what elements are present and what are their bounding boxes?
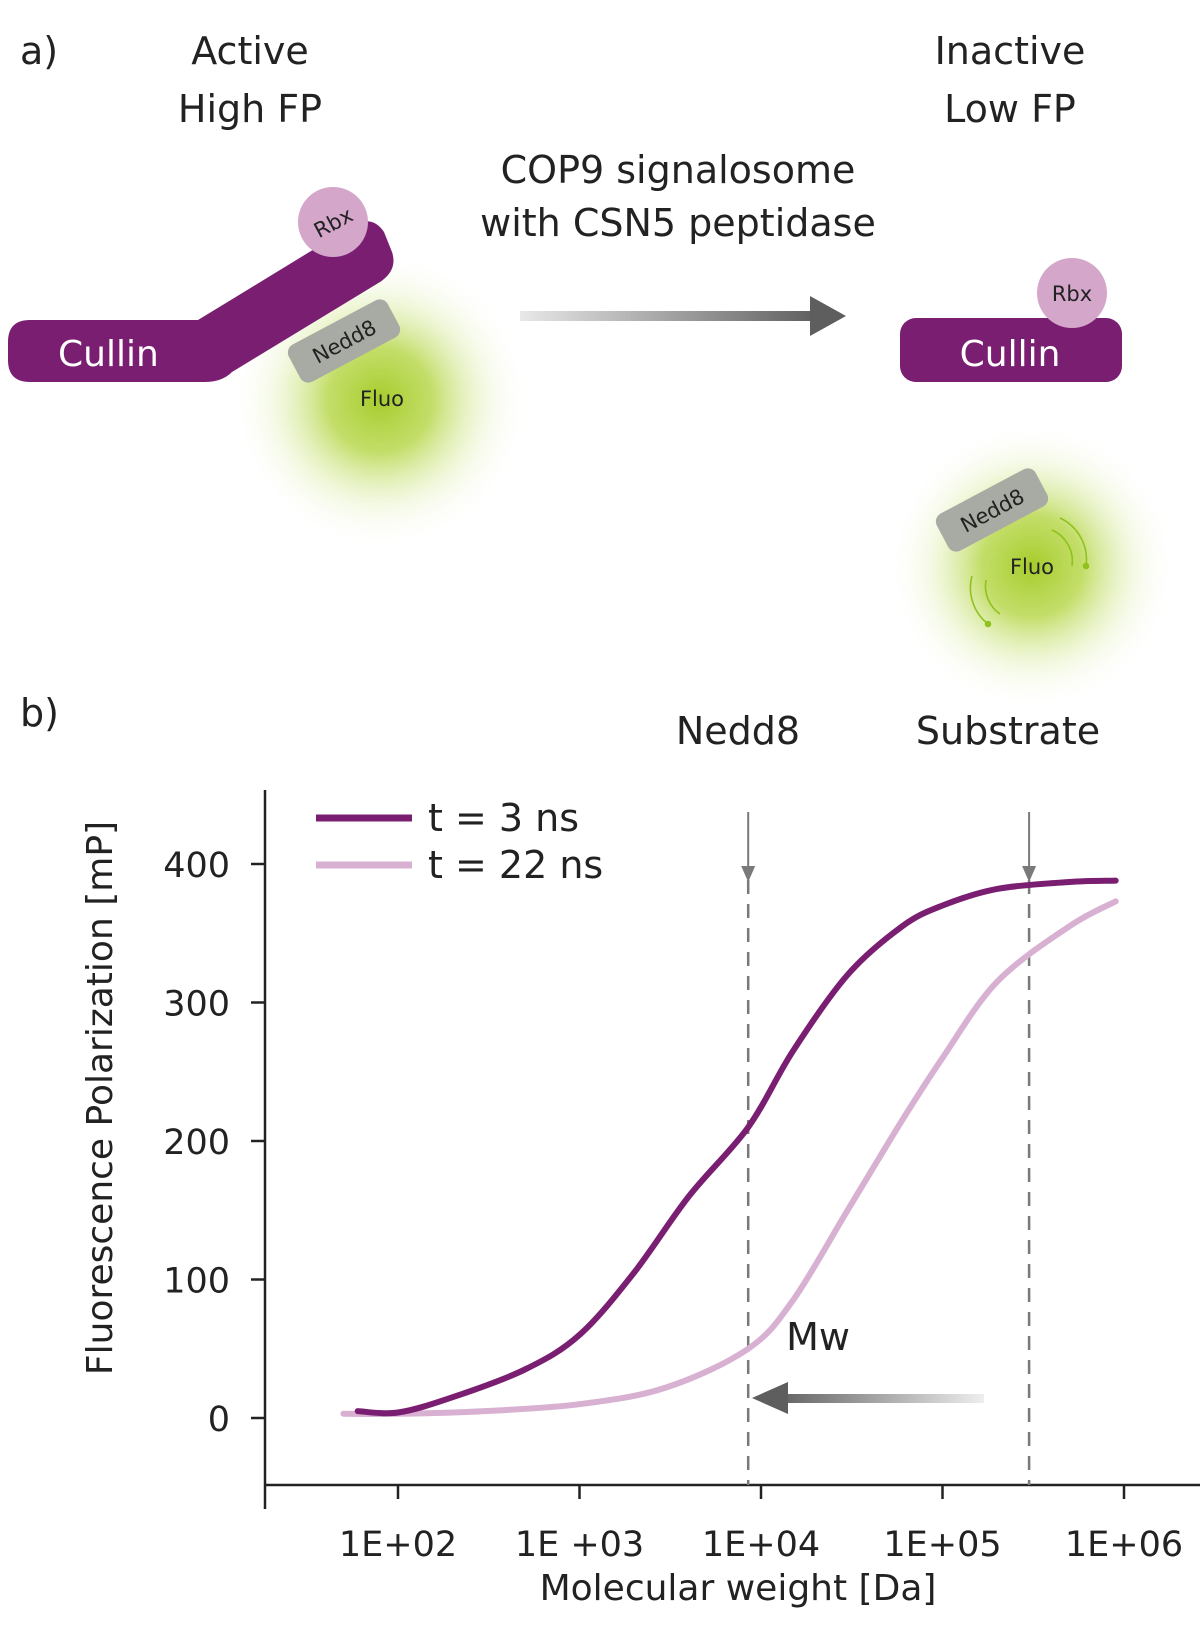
y-tick-label: 300 bbox=[163, 985, 230, 1025]
x-tick-label: 1E+04 bbox=[702, 1525, 820, 1565]
chart-legend: t = 3 nst = 22 ns bbox=[316, 796, 603, 887]
y-tick-label: 0 bbox=[208, 1400, 230, 1440]
x-tick-label: 1E +03 bbox=[515, 1525, 644, 1565]
enzyme-label-line1: COP9 signalosome bbox=[501, 148, 856, 192]
mw-arrow-shaft bbox=[772, 1394, 984, 1403]
cullin-bent-shape bbox=[8, 221, 394, 382]
panel-a: a) Active High FP Inactive Low FP COP9 s… bbox=[8, 29, 1177, 711]
y-tick-label: 400 bbox=[163, 846, 230, 886]
x-tick-label: 1E+05 bbox=[883, 1525, 1001, 1565]
cullin-label-active: Cullin bbox=[58, 334, 159, 375]
low-fp-label: Low FP bbox=[944, 87, 1076, 131]
panel-b-label: b) bbox=[20, 691, 59, 735]
inactive-complex: Cullin Rbx Nedd8 Fluo bbox=[887, 258, 1177, 711]
fluo-label-inactive: Fluo bbox=[1010, 555, 1054, 579]
rotation-arrows-icon bbox=[969, 517, 1090, 628]
mw-arrow bbox=[752, 1382, 984, 1414]
legend-label-22ns: t = 22 ns bbox=[428, 843, 603, 887]
reaction-arrow-head bbox=[810, 296, 846, 336]
inactive-state-label: Inactive bbox=[935, 29, 1086, 73]
y-tick-label: 200 bbox=[163, 1123, 230, 1163]
rotation-arc-3 bbox=[969, 575, 989, 625]
cullin-short-shape bbox=[900, 318, 1122, 382]
enzyme-label-line2: with CSN5 peptidase bbox=[480, 201, 876, 245]
chart-axes: 0 100 200 300 400 1E+02 1E +03 1E+04 1E+05 1E+06 bbox=[163, 790, 1200, 1565]
rotation-dot-1 bbox=[1082, 562, 1090, 570]
cullin-label-inactive: Cullin bbox=[960, 334, 1061, 375]
nedd8-rect-inactive bbox=[935, 468, 1049, 552]
mw-arrow-head bbox=[752, 1382, 788, 1414]
substrate-marker-label: Substrate bbox=[916, 709, 1100, 753]
y-axis-title: Fluorescence Polarization [mP] bbox=[80, 821, 121, 1375]
rotation-arc-4 bbox=[984, 579, 1001, 615]
nedd8-marker-label: Nedd8 bbox=[676, 709, 800, 753]
reaction-arrow-shaft bbox=[520, 311, 818, 321]
rbx-circle-active bbox=[298, 187, 368, 257]
nedd8-rect-active bbox=[287, 299, 401, 383]
x-tick-label: 1E+06 bbox=[1065, 1525, 1183, 1565]
x-tick-label: 1E+02 bbox=[339, 1525, 457, 1565]
mw-label: Mw bbox=[786, 1315, 850, 1359]
rbx-circle-inactive bbox=[1037, 258, 1107, 328]
active-state-label: Active bbox=[191, 29, 309, 73]
reaction-arrow bbox=[520, 296, 846, 336]
rotation-arc-1 bbox=[1059, 517, 1088, 567]
marker-pointer-head bbox=[741, 866, 756, 882]
panel-a-label: a) bbox=[20, 29, 58, 73]
rotation-dot-2 bbox=[984, 620, 992, 628]
x-axis-title: Molecular weight [Da] bbox=[540, 1568, 937, 1609]
y-tick-label: 100 bbox=[163, 1262, 230, 1302]
legend-label-3ns: t = 3 ns bbox=[428, 796, 579, 840]
high-fp-label: High FP bbox=[178, 87, 322, 131]
chart-series bbox=[340, 877, 1119, 1418]
series-line-3ns bbox=[354, 877, 1119, 1417]
series-line-22ns bbox=[340, 898, 1119, 1418]
panel-b: b) 0 100 200 300 400 1E+02 1E +03 1E+04 1E+05 1E+… bbox=[20, 691, 1200, 1609]
fluo-label-active: Fluo bbox=[360, 387, 404, 411]
chart-markers bbox=[741, 812, 1037, 1485]
rbx-label-inactive: Rbx bbox=[1052, 282, 1092, 306]
marker-pointer-head bbox=[1022, 866, 1037, 882]
fluo-glow-inactive bbox=[887, 421, 1177, 711]
rotation-arc-2 bbox=[1051, 529, 1074, 567]
active-complex: Cullin Rbx Nedd8 Fluo bbox=[8, 187, 530, 550]
